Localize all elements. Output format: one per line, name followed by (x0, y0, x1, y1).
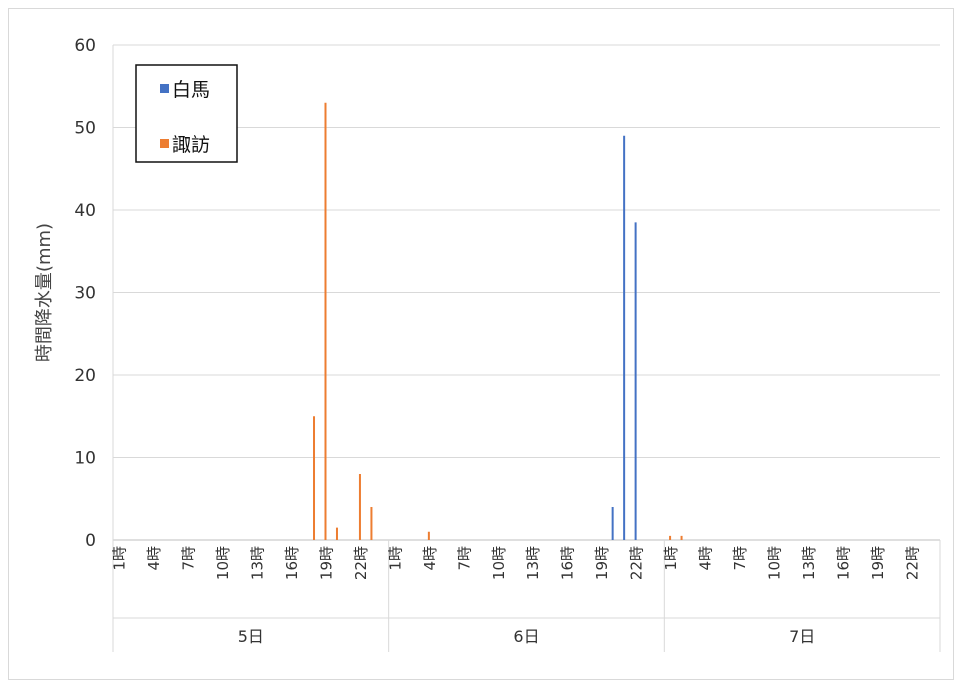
x-tick-label: 22時 (903, 546, 921, 580)
bar-suwa (324, 102, 327, 540)
y-tick-label: 60 (74, 36, 96, 56)
x-tick-label: 10時 (214, 546, 232, 580)
x-tick-label: 7時 (731, 546, 749, 571)
x-tick-label: 1時 (662, 546, 680, 571)
legend-box (135, 64, 238, 163)
bar-hakuba (634, 222, 637, 540)
x-tick-label: 4時 (421, 546, 439, 571)
legend-swatch (160, 84, 169, 93)
x-tick-label: 13時 (249, 546, 267, 580)
x-tick-label: 10時 (490, 546, 508, 580)
y-tick-label: 20 (74, 366, 96, 386)
x-tick-label: 22時 (628, 546, 646, 580)
group-label: 7日 (789, 627, 815, 646)
group-label: 5日 (238, 627, 264, 646)
x-tick-label: 13時 (524, 546, 542, 580)
bar-suwa (358, 474, 361, 540)
bar-suwa (669, 535, 672, 540)
legend-swatch (160, 139, 169, 148)
x-tick-label: 7時 (455, 546, 473, 571)
legend-label: 諏訪 (172, 134, 210, 156)
y-tick-label: 10 (74, 449, 96, 469)
bar-suwa (680, 535, 683, 540)
bar-suwa (427, 531, 430, 540)
x-tick-label: 7時 (180, 546, 198, 571)
x-tick-label: 1時 (111, 546, 129, 571)
y-tick-label: 30 (74, 284, 96, 304)
x-tick-label: 13時 (800, 546, 818, 580)
x-tick-label: 19時 (593, 546, 611, 580)
bar-suwa (313, 416, 316, 540)
bar-hakuba (623, 135, 626, 540)
group-label: 6日 (513, 627, 539, 646)
bar-suwa (370, 507, 373, 540)
x-tick-label: 4時 (145, 546, 163, 571)
x-tick-label: 16時 (834, 546, 852, 580)
x-tick-label: 19時 (869, 546, 887, 580)
x-tick-label: 16時 (283, 546, 301, 580)
x-tick-label: 16時 (559, 546, 577, 580)
y-tick-label: 0 (85, 531, 96, 551)
bar-hakuba (611, 507, 614, 540)
x-tick-label: 22時 (352, 546, 370, 580)
x-tick-label: 10時 (765, 546, 783, 580)
x-tick-label: 1時 (386, 546, 404, 571)
y-tick-label: 40 (74, 201, 96, 221)
bar-suwa (335, 527, 338, 540)
y-tick-label: 50 (74, 119, 96, 139)
legend-label: 白馬 (172, 79, 210, 101)
x-tick-label: 19時 (317, 546, 335, 580)
y-axis-label: 時間降水量(mm) (34, 223, 55, 362)
x-tick-label: 4時 (697, 546, 715, 571)
